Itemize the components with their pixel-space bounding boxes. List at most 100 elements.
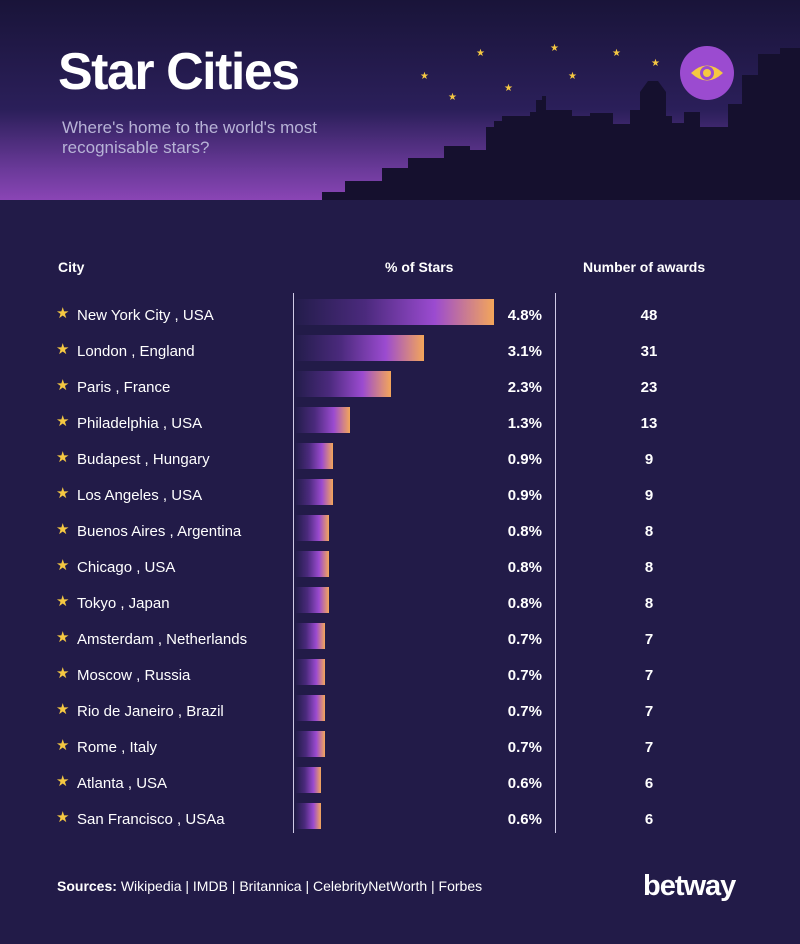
awards-value: 7: [644, 667, 654, 684]
awards-value: 48: [640, 307, 658, 324]
chart-row: ★ Chicago , USA 0.8% 8: [0, 551, 800, 587]
city-label: London , England: [77, 343, 195, 360]
city-label: Rio de Janeiro , Brazil: [77, 703, 224, 720]
city-label: San Francisco , USAa: [77, 811, 225, 828]
chart-row: ★ Rio de Janeiro , Brazil 0.7% 7: [0, 695, 800, 731]
bar: [296, 299, 494, 325]
star-icon: ★: [56, 629, 70, 646]
awards-value: 23: [640, 379, 658, 396]
city-label: Paris , France: [77, 379, 171, 396]
column-header-city: City: [58, 259, 85, 275]
sky-star-icon: ★: [568, 71, 577, 82]
awards-column-divider: [555, 293, 556, 833]
pct-value-label: 0.7%: [507, 703, 542, 720]
star-icon: ★: [56, 305, 70, 322]
bar: [296, 803, 321, 829]
bar: [296, 695, 325, 721]
bar: [296, 659, 325, 685]
bar: [296, 587, 329, 613]
pct-value-label: 0.6%: [507, 811, 542, 828]
column-header-awards: Number of awards: [583, 259, 706, 275]
awards-value: 7: [644, 739, 654, 756]
page-title: Star Cities: [58, 43, 300, 101]
pct-value-label: 0.7%: [507, 631, 542, 648]
sky-star-icon: ★: [476, 48, 485, 59]
pct-value-label: 0.9%: [507, 487, 542, 504]
awards-value: 9: [644, 487, 654, 504]
chart-row: ★ Tokyo , Japan 0.8% 8: [0, 587, 800, 623]
star-icon: ★: [56, 773, 70, 790]
city-label: Buenos Aires , Argentina: [77, 523, 242, 540]
sky-star-icon: ★: [612, 48, 621, 59]
bar: [296, 335, 424, 361]
awards-value: 8: [644, 523, 654, 540]
sources-text: Wikipedia | IMDB | Britannica | Celebrit…: [120, 878, 483, 894]
bar: [296, 515, 329, 541]
star-icon: ★: [56, 377, 70, 394]
city-label: Tokyo , Japan: [77, 595, 170, 612]
chart-row: ★ Philadelphia , USA 1.3% 13: [0, 407, 800, 443]
pct-value-label: 0.7%: [507, 667, 542, 684]
bar: [296, 443, 334, 469]
pct-value-label: 0.9%: [507, 451, 542, 468]
brand-logo: betway: [643, 870, 736, 902]
pct-value-label: 2.3%: [507, 379, 542, 396]
pct-value-label: 0.7%: [507, 739, 542, 756]
bar: [296, 407, 350, 433]
chart-row: ★ Amsterdam , Netherlands 0.7% 7: [0, 623, 800, 659]
awards-value: 13: [640, 415, 658, 432]
page-subtitle: Where's home to the world's most recogni…: [62, 118, 317, 157]
city-label: Rome , Italy: [77, 739, 158, 756]
chart-row: ★ Moscow , Russia 0.7% 7: [0, 659, 800, 695]
bar: [296, 623, 325, 649]
bar: [296, 551, 329, 577]
pct-value-label: 0.8%: [507, 559, 542, 576]
bar: [296, 767, 321, 793]
pct-value-label: 3.1%: [507, 343, 542, 360]
star-icon: ★: [56, 701, 70, 718]
city-label: Amsterdam , Netherlands: [77, 631, 248, 648]
awards-value: 6: [644, 811, 654, 828]
star-icon: ★: [56, 485, 70, 502]
header-banner: ★ ★ ★ ★ ★ ★ ★ ★ Star Cities Where's home…: [0, 0, 800, 200]
pct-value-label: 0.8%: [507, 523, 542, 540]
pct-value-label: 4.8%: [507, 307, 542, 324]
pct-value-label: 0.8%: [507, 595, 542, 612]
city-label: Los Angeles , USA: [77, 487, 203, 504]
awards-value: 7: [644, 631, 654, 648]
sky-star-icon: ★: [504, 83, 513, 94]
star-icon: ★: [56, 557, 70, 574]
city-label: Atlanta , USA: [77, 775, 168, 792]
pct-value-label: 1.3%: [507, 415, 542, 432]
city-label: Moscow , Russia: [77, 667, 191, 684]
star-icon: ★: [56, 449, 70, 466]
star-icon: ★: [56, 413, 70, 430]
chart-row: ★ Budapest , Hungary 0.9% 9: [0, 443, 800, 479]
chart-axis-divider: [293, 293, 294, 833]
chart-row: ★ New York City , USA 4.8% 48: [0, 299, 800, 335]
sky-star-icon: ★: [550, 43, 559, 54]
chart-row: ★ San Francisco , USAa 0.6% 6: [0, 803, 800, 839]
column-header-pct: % of Stars: [385, 259, 454, 275]
city-label: New York City , USA: [77, 307, 214, 324]
awards-value: 31: [640, 343, 658, 360]
awards-value: 7: [644, 703, 654, 720]
city-label: Chicago , USA: [77, 559, 176, 576]
star-icon: ★: [56, 737, 70, 754]
chart-row: ★ Los Angeles , USA 0.9% 9: [0, 479, 800, 515]
bar: [296, 731, 325, 757]
city-label: Philadelphia , USA: [77, 415, 203, 432]
chart-row: ★ London , England 3.1% 31: [0, 335, 800, 371]
star-icon: ★: [56, 809, 70, 826]
chart-row: ★ Rome , Italy 0.7% 7: [0, 731, 800, 767]
chart-row: ★ Paris , France 2.3% 23: [0, 371, 800, 407]
sources-label: Sources:: [57, 878, 117, 894]
star-icon: ★: [56, 341, 70, 358]
awards-value: 6: [644, 775, 654, 792]
star-icon: ★: [56, 593, 70, 610]
sources-line: Sources: Wikipedia | IMDB | Britannica |…: [57, 878, 482, 894]
city-label: Budapest , Hungary: [77, 451, 210, 468]
sky-star-icon: ★: [448, 92, 457, 103]
awards-value: 8: [644, 595, 654, 612]
eye-icon: [680, 46, 734, 100]
